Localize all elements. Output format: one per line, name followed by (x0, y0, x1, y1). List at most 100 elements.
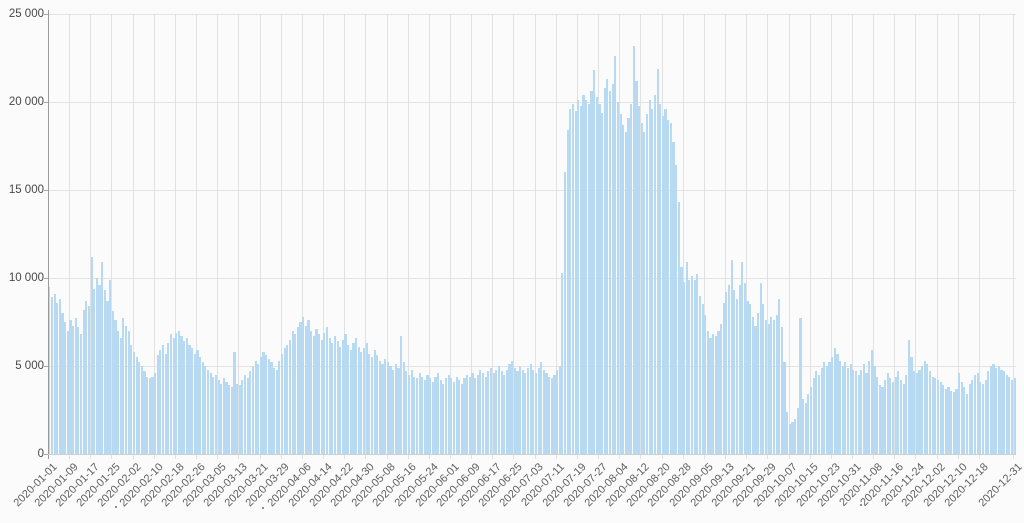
bar[interactable] (630, 103, 633, 454)
bar[interactable] (172, 337, 175, 454)
bar[interactable] (352, 343, 355, 454)
bar[interactable] (513, 367, 516, 454)
bar[interactable] (582, 94, 585, 454)
bar[interactable] (735, 299, 739, 454)
bar[interactable] (373, 350, 376, 454)
bar[interactable] (857, 374, 860, 454)
bar[interactable] (624, 131, 627, 454)
bar[interactable] (370, 357, 374, 454)
bar[interactable] (273, 367, 276, 454)
bar[interactable] (664, 109, 667, 454)
bar[interactable] (616, 102, 620, 454)
bar[interactable] (939, 381, 942, 454)
bar[interactable] (196, 350, 199, 454)
bar[interactable] (193, 353, 196, 454)
bar[interactable] (206, 369, 210, 454)
bar[interactable] (188, 344, 191, 454)
bar[interactable] (460, 383, 463, 454)
bar[interactable] (500, 371, 503, 454)
bar[interactable] (757, 313, 760, 454)
bar[interactable] (846, 367, 850, 454)
bar[interactable] (484, 376, 487, 454)
bar[interactable] (979, 381, 982, 454)
bar[interactable] (360, 351, 363, 454)
bar[interactable] (653, 94, 657, 454)
bar[interactable] (817, 374, 821, 454)
bar[interactable] (968, 383, 971, 454)
bar[interactable] (53, 293, 56, 454)
bar[interactable] (825, 366, 828, 454)
bar[interactable] (339, 346, 342, 454)
bar[interactable] (881, 387, 884, 454)
bar[interactable] (48, 286, 51, 454)
bar[interactable] (439, 380, 442, 454)
bar[interactable] (489, 367, 493, 454)
bar[interactable] (481, 373, 485, 454)
bar[interactable] (476, 374, 479, 454)
bar[interactable] (794, 418, 797, 454)
bar[interactable] (841, 366, 844, 454)
bar[interactable] (965, 394, 969, 454)
bar[interactable] (257, 364, 260, 454)
bar[interactable] (714, 336, 717, 454)
bar[interactable] (537, 367, 540, 454)
bar[interactable] (471, 373, 474, 454)
bar[interactable] (704, 314, 707, 454)
bar[interactable] (971, 380, 974, 454)
bar[interactable] (201, 362, 204, 454)
bar[interactable] (659, 103, 662, 454)
bar[interactable] (106, 300, 109, 454)
bar[interactable] (526, 367, 530, 454)
bar[interactable] (532, 369, 535, 454)
bar[interactable] (127, 330, 130, 454)
bar[interactable] (815, 371, 818, 454)
bar[interactable] (550, 378, 553, 454)
bar[interactable] (167, 343, 170, 454)
bar[interactable] (942, 385, 945, 454)
bar[interactable] (556, 369, 559, 454)
bar[interactable] (103, 290, 106, 454)
bar[interactable] (905, 374, 908, 454)
bar[interactable] (696, 274, 699, 454)
bar[interactable] (347, 344, 350, 454)
bar[interactable] (561, 272, 564, 454)
bar[interactable] (661, 116, 664, 454)
bar[interactable] (254, 360, 257, 454)
bar[interactable] (989, 366, 992, 454)
bar[interactable] (222, 378, 225, 454)
bar[interactable] (122, 318, 125, 454)
bar[interactable] (1008, 376, 1011, 454)
bar[interactable] (209, 373, 212, 454)
bar[interactable] (577, 100, 580, 454)
bar[interactable] (897, 371, 900, 454)
bar[interactable] (325, 327, 329, 454)
bar[interactable] (262, 351, 265, 454)
bar[interactable] (891, 381, 895, 454)
bar[interactable] (466, 374, 469, 454)
bar[interactable] (643, 131, 646, 454)
bar[interactable] (140, 366, 143, 454)
bar[interactable] (796, 408, 799, 454)
bar[interactable] (204, 366, 207, 454)
bar[interactable] (164, 353, 167, 454)
bar[interactable] (860, 369, 863, 454)
bar[interactable] (569, 109, 572, 454)
bar[interactable] (175, 332, 178, 454)
bar[interactable] (902, 383, 905, 454)
bar[interactable] (958, 373, 961, 454)
bar[interactable] (336, 341, 339, 454)
bar[interactable] (357, 346, 360, 454)
bar[interactable] (217, 380, 220, 454)
bar[interactable] (1013, 378, 1016, 454)
bar[interactable] (854, 371, 858, 454)
bar[interactable] (270, 362, 273, 454)
bar[interactable] (230, 387, 233, 454)
bar[interactable] (746, 300, 749, 454)
bar[interactable] (278, 360, 281, 454)
bar[interactable] (950, 390, 953, 454)
bar[interactable] (651, 109, 654, 454)
bar[interactable] (928, 371, 932, 454)
bar[interactable] (571, 103, 575, 454)
bar[interactable] (809, 387, 813, 454)
bar[interactable] (915, 373, 918, 454)
